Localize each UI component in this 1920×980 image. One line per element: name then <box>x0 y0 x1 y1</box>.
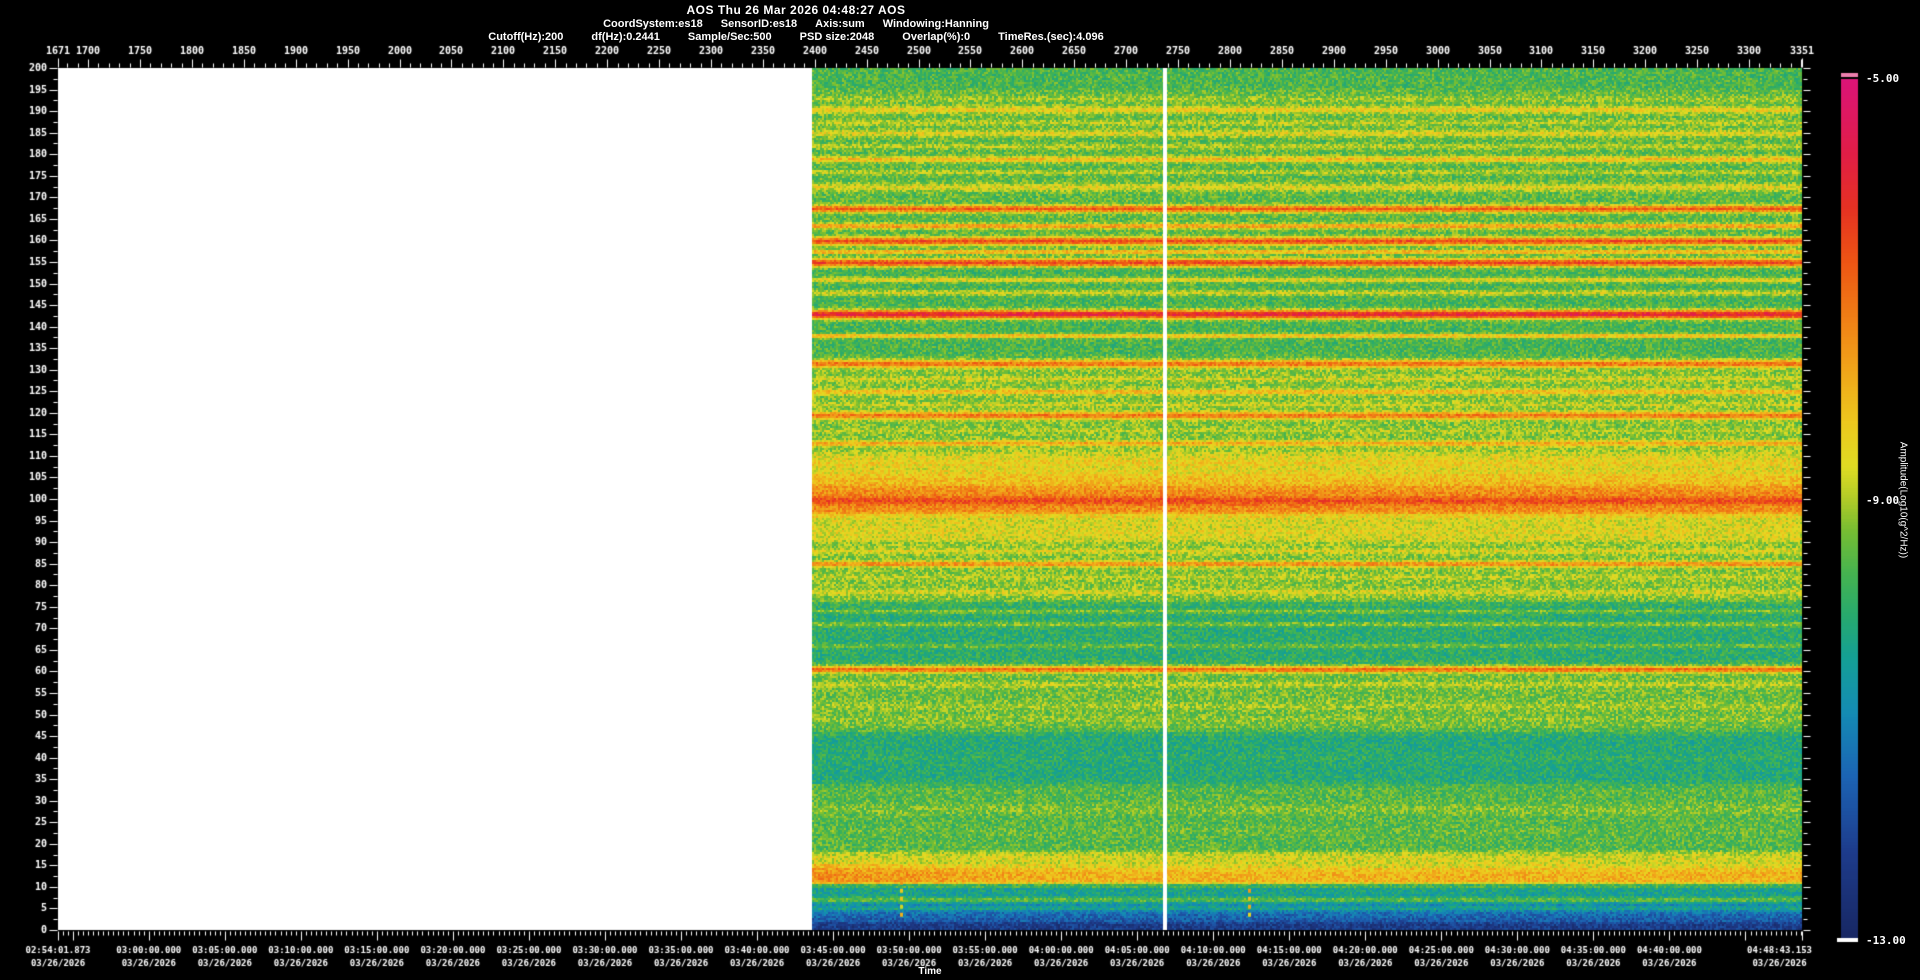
aos-window: AOS Thu 26 Mar 2026 04:48:27 AOS CoordSy… <box>0 0 1920 980</box>
colorbar-min-label: -13.00 <box>1866 934 1906 947</box>
header-param: Windowing:Hanning <box>883 18 989 30</box>
window-title: AOS Thu 26 Mar 2026 04:48:27 AOS <box>0 3 1592 17</box>
colorbar-max-label: -5.00 <box>1866 72 1899 85</box>
header-param: TimeRes.(sec):4.096 <box>998 31 1104 43</box>
header-param: Overlap(%):0 <box>902 31 970 43</box>
header-processing-params: Cutoff(Hz):200 df(Hz):0.2441 Sample/Sec:50… <box>0 31 1592 43</box>
spectrogram-chart[interactable] <box>0 0 1920 980</box>
header-param: Sample/Sec:500 <box>688 31 772 43</box>
colorbar-mid-label: -9.00 <box>1866 494 1899 507</box>
header-param: CoordSystem:es18 <box>603 18 703 30</box>
colorbar-axis-title: Amplitude(Log10(g^2/Hz)) <box>1898 442 1909 558</box>
header-acquisition-params: CoordSystem:es18 SensorID:es18 Axis:sum Win… <box>0 18 1592 30</box>
header-param: Axis:sum <box>815 18 865 30</box>
header-param: PSD size:2048 <box>800 31 875 43</box>
header-param: SensorID:es18 <box>721 18 797 30</box>
header-block: AOS Thu 26 Mar 2026 04:48:27 AOS CoordSy… <box>0 3 1592 43</box>
header-param: Cutoff(Hz):200 <box>488 31 563 43</box>
time-axis-title: Time <box>918 966 941 977</box>
header-param: df(Hz):0.2441 <box>591 31 659 43</box>
